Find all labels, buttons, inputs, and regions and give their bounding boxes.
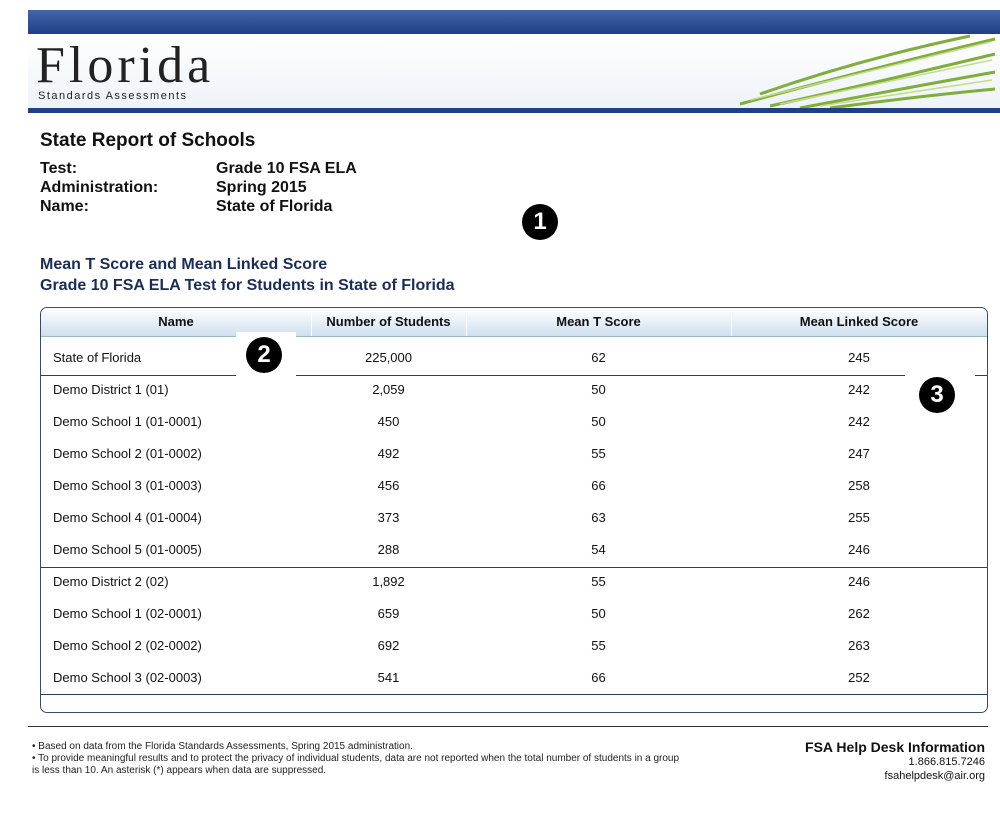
- row-name: State of Florida: [53, 350, 141, 365]
- cell: 225,000: [311, 350, 466, 365]
- note-text: To provide meaningful results and to pro…: [32, 753, 679, 776]
- top-bar: [28, 10, 1000, 34]
- cell: 252: [731, 670, 987, 685]
- cell: 245: [731, 350, 987, 365]
- cell: 450: [311, 414, 466, 429]
- row-name: Demo District 2 (02): [53, 574, 169, 589]
- header-rule: [28, 108, 1000, 113]
- cell: 50: [466, 382, 731, 397]
- column-header: Name: [41, 314, 311, 329]
- cell: 258: [731, 478, 987, 493]
- cell: 55: [466, 574, 731, 589]
- note-text: Based on data from the Florida Standards…: [38, 741, 413, 752]
- cell: 50: [466, 414, 731, 429]
- row-name: Demo School 2 (01-0002): [53, 446, 202, 461]
- column-header: Number of Students: [311, 314, 466, 329]
- cell: 66: [466, 478, 731, 493]
- row-name: Demo School 5 (01-0005): [53, 542, 202, 557]
- cell: 262: [731, 606, 987, 621]
- cell: 692: [311, 638, 466, 653]
- row-name: Demo School 4 (01-0004): [53, 510, 202, 525]
- cell: 2,059: [311, 382, 466, 397]
- help-phone: 1.866.815.7246: [909, 756, 985, 768]
- cell: 54: [466, 542, 731, 557]
- callout: 3: [919, 377, 955, 413]
- table-bottom-rule: [41, 694, 987, 695]
- cell: 63: [466, 510, 731, 525]
- callout: 1: [522, 204, 558, 240]
- cell: 50: [466, 606, 731, 621]
- cell: 659: [311, 606, 466, 621]
- footer-note: • Based on data from the Florida Standar…: [32, 741, 682, 753]
- cell: 62: [466, 350, 731, 365]
- column-divider: [311, 308, 312, 336]
- cell: 492: [311, 446, 466, 461]
- cell: 55: [466, 638, 731, 653]
- cell: 373: [311, 510, 466, 525]
- column-divider: [466, 308, 467, 336]
- field-value: Spring 2015: [216, 179, 307, 197]
- column-header: Mean Linked Score: [731, 314, 987, 329]
- row-name: Demo School 2 (02-0002): [53, 638, 202, 653]
- cell: 55: [466, 446, 731, 461]
- field-label: Test:: [40, 160, 77, 178]
- cell: 246: [731, 542, 987, 557]
- section-title: Mean T Score and Mean Linked Score: [40, 256, 327, 274]
- cell: 541: [311, 670, 466, 685]
- cell: 247: [731, 446, 987, 461]
- field-value: State of Florida: [216, 198, 332, 216]
- row-name: Demo District 1 (01): [53, 382, 169, 397]
- footer-rule: [28, 726, 988, 727]
- column-divider: [731, 308, 732, 336]
- group-separator: [41, 375, 987, 376]
- field-label: Name:: [40, 198, 89, 216]
- cell: 246: [731, 574, 987, 589]
- cell: 255: [731, 510, 987, 525]
- row-name: Demo School 1 (01-0001): [53, 414, 202, 429]
- page: Florida Standards Assessments State Repo…: [0, 0, 1000, 816]
- section-subtitle: Grade 10 FSA ELA Test for Students in St…: [40, 277, 455, 295]
- cell: 242: [731, 414, 987, 429]
- help-email: fsahelpdesk@air.org: [885, 770, 985, 782]
- cell: 456: [311, 478, 466, 493]
- group-separator: [41, 567, 987, 568]
- column-header: Mean T Score: [466, 314, 731, 329]
- cell: 1,892: [311, 574, 466, 589]
- row-name: Demo School 3 (02-0003): [53, 670, 202, 685]
- help-title: FSA Help Desk Information: [805, 739, 985, 755]
- field-label: Administration:: [40, 179, 158, 197]
- row-name: Demo School 1 (02-0001): [53, 606, 202, 621]
- report-title: State Report of Schools: [40, 130, 255, 152]
- footer-note: • To provide meaningful results and to p…: [32, 753, 682, 777]
- callout: 2: [246, 337, 282, 373]
- field-value: Grade 10 FSA ELA: [216, 160, 357, 178]
- cell: 288: [311, 542, 466, 557]
- logo-title: Florida: [36, 36, 214, 95]
- cell: 66: [466, 670, 731, 685]
- palm-graphic: [730, 34, 1000, 110]
- logo-subtitle: Standards Assessments: [38, 90, 188, 102]
- row-name: Demo School 3 (01-0003): [53, 478, 202, 493]
- cell: 263: [731, 638, 987, 653]
